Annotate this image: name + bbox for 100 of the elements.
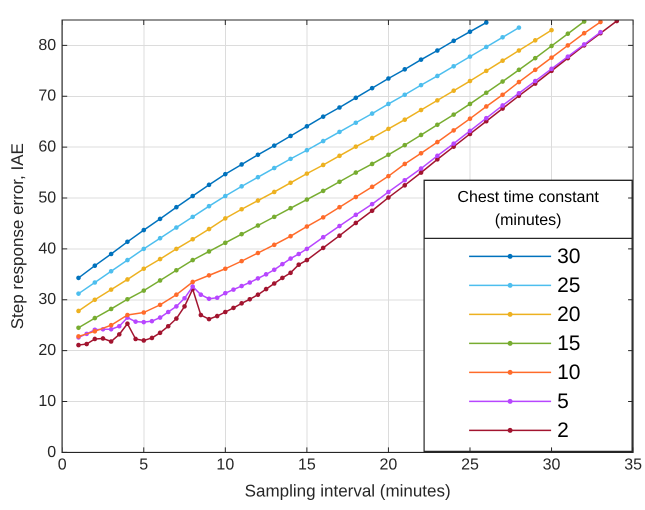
y-tick-label: 0: [47, 444, 56, 461]
point: [174, 292, 179, 297]
point: [370, 162, 374, 166]
point: [320, 234, 326, 240]
point: [386, 126, 391, 132]
x-axis-title: Sampling interval (minutes): [244, 481, 451, 500]
point: [247, 296, 252, 302]
point: [370, 208, 374, 214]
point: [354, 194, 358, 200]
x-tick-label: 25: [461, 456, 479, 474]
point: [239, 206, 244, 212]
point: [337, 233, 342, 238]
point: [108, 326, 114, 332]
point: [402, 142, 408, 148]
point: [256, 198, 260, 203]
point: [566, 43, 570, 48]
point: [174, 225, 179, 230]
x-tick-label: 30: [542, 456, 561, 474]
point: [92, 297, 98, 302]
point: [484, 90, 489, 96]
point: [133, 319, 138, 324]
point: [435, 140, 440, 144]
point: [158, 302, 162, 308]
point: [239, 184, 244, 189]
point: [516, 25, 522, 30]
point: [337, 224, 342, 228]
point: [223, 194, 228, 198]
point: [158, 330, 162, 336]
point: [141, 310, 146, 315]
point: [304, 224, 310, 229]
point: [435, 48, 440, 53]
point: [125, 258, 130, 262]
point: [280, 276, 285, 280]
point: [354, 170, 358, 175]
point: [92, 316, 98, 320]
point: [418, 150, 424, 156]
point: [116, 324, 122, 329]
point: [100, 336, 106, 341]
point: [256, 223, 260, 228]
point: [108, 269, 114, 274]
point: [198, 312, 204, 318]
point: [288, 270, 293, 276]
y-axis-title: Step response error, IAE: [8, 143, 27, 330]
point: [76, 342, 81, 348]
point: [516, 90, 522, 96]
point: [223, 310, 228, 314]
point: [264, 272, 268, 277]
point: [206, 316, 212, 322]
y-tick-label: 60: [38, 138, 56, 156]
point: [304, 246, 310, 252]
point: [304, 171, 310, 176]
legend-label: 25: [557, 274, 580, 298]
point: [418, 57, 424, 62]
point: [288, 256, 293, 261]
point: [223, 290, 228, 296]
point: [182, 296, 187, 301]
point: [264, 286, 268, 292]
point: [468, 29, 472, 34]
point: [190, 236, 195, 242]
y-tick-label: 20: [38, 342, 56, 360]
x-tick-label: 35: [624, 456, 642, 474]
legend-label: 30: [557, 245, 580, 268]
point: [141, 246, 146, 252]
point: [418, 170, 424, 175]
point: [272, 190, 277, 194]
point: [484, 116, 489, 120]
point: [451, 38, 456, 44]
point: [125, 312, 130, 318]
y-tick-label: 50: [38, 189, 56, 206]
x-tick-label: 15: [298, 456, 316, 474]
point: [272, 267, 277, 272]
point: [116, 332, 122, 337]
point: [532, 38, 538, 43]
point: [402, 67, 408, 72]
point: [223, 216, 228, 221]
point: [386, 152, 391, 158]
y-tick-label: 10: [38, 392, 56, 410]
point: [296, 262, 302, 267]
point: [549, 55, 554, 60]
point: [198, 292, 204, 297]
point: [280, 262, 285, 266]
point: [84, 342, 89, 346]
legend-label: 2: [557, 419, 569, 442]
point: [288, 134, 293, 138]
point: [288, 206, 293, 211]
point: [166, 324, 171, 329]
point: [76, 308, 81, 314]
point: [468, 54, 472, 59]
point: [141, 320, 146, 324]
point: [304, 258, 310, 262]
point: [256, 292, 260, 297]
point: [418, 82, 424, 88]
point: [354, 220, 358, 226]
point: [231, 287, 236, 292]
point: [214, 314, 220, 318]
point: [468, 78, 472, 84]
point: [418, 108, 424, 112]
point: [435, 122, 440, 128]
point: [174, 246, 179, 252]
point: [256, 250, 260, 256]
